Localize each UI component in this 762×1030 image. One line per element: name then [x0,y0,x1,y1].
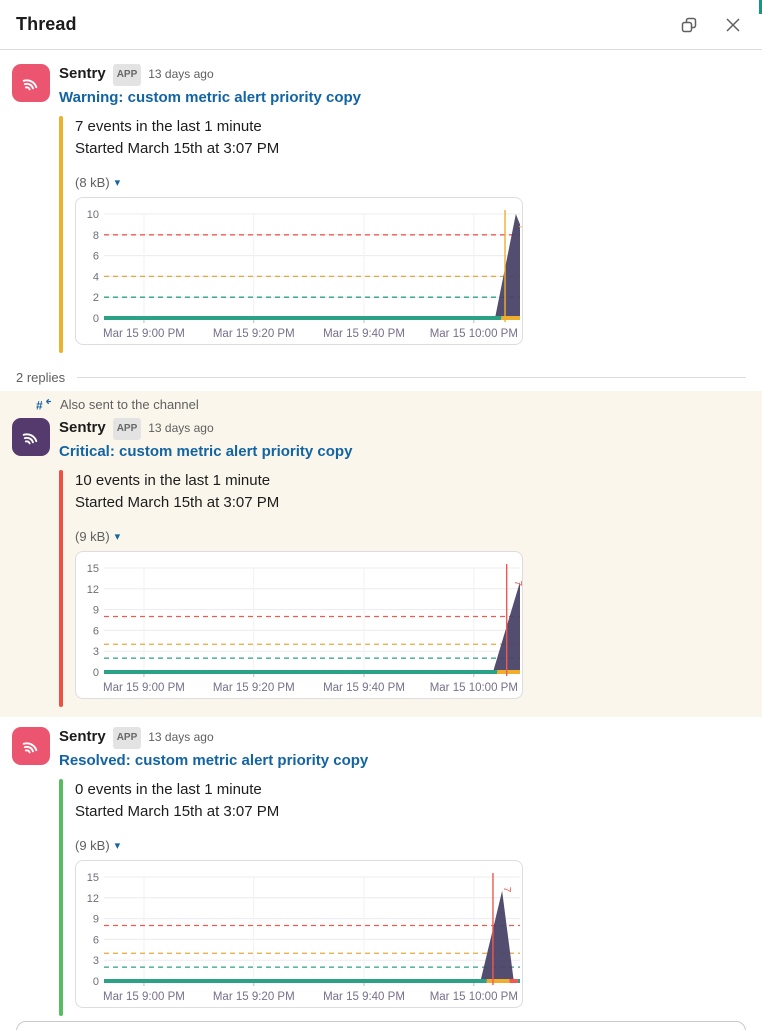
alert-start-time: Started March 15th at 3:07 PM [75,803,280,820]
message-timestamp[interactable]: 13 days ago [148,67,214,81]
svg-text:15: 15 [87,563,99,575]
message-warning: Sentry APP 13 days ago Warning: custom m… [0,50,762,363]
app-badge: APP [112,418,142,440]
svg-text:Mar 15 9:40 PM: Mar 15 9:40 PM [323,682,405,694]
alert-title-link[interactable]: Warning: custom metric alert priority co… [59,89,361,106]
attachment-accent-bar [59,116,63,353]
alert-attachment: 7 events in the last 1 minute Started Ma… [59,116,746,353]
replies-count-label: 2 replies [16,369,66,385]
svg-text:6: 6 [93,251,99,263]
file-size-toggle[interactable]: (8 kB) ▾ [75,174,746,192]
sentry-avatar[interactable] [12,64,50,102]
chevron-down-icon: ▾ [114,840,121,852]
svg-text:9: 9 [93,914,99,926]
panel-title: Thread [16,14,77,34]
alert-chart-image[interactable]: 0 3 6 9 12 15 Mar 15 9:00 PM Mar 15 9:20 PM Mar … [75,551,523,699]
message-timestamp[interactable]: 13 days ago [148,730,214,744]
svg-text:9: 9 [93,605,99,617]
message-resolved: Sentry APP 13 days ago Resolved: custom … [0,717,762,1016]
svg-text:2: 2 [93,292,99,304]
alert-start-time: Started March 15th at 3:07 PM [75,140,280,157]
thread-panel-header: Thread [0,0,762,50]
replies-divider: 2 replies [0,363,762,391]
svg-text:Mar 15 10:00 PM: Mar 15 10:00 PM [430,328,518,340]
svg-text:7: 7 [501,887,512,893]
svg-text:0: 0 [93,976,99,988]
divider-line [77,376,746,378]
svg-text:12: 12 [87,893,99,905]
chevron-down-icon: ▾ [114,177,121,189]
alert-chart-image[interactable]: 0 3 6 9 12 15 Mar 15 9:00 PM Mar 15 9:20 PM Mar … [75,860,523,1008]
svg-text:15: 15 [87,872,99,884]
alert-title-link[interactable]: Critical: custom metric alert priority c… [59,443,353,460]
highlighted-messages: # Also sent to the channel Sentry [0,391,762,717]
svg-text:6: 6 [93,625,99,637]
also-sent-row: # Also sent to the channel [0,391,762,415]
sentry-logo-icon [22,79,38,91]
svg-text:4: 4 [93,271,99,283]
file-size-toggle[interactable]: (9 kB) ▾ [75,528,746,546]
also-sent-label: Also sent to the channel [60,397,199,412]
svg-text:8: 8 [93,230,99,242]
svg-text:3: 3 [93,646,99,658]
svg-text:Mar 15 10:00 PM: Mar 15 10:00 PM [430,682,518,694]
file-size-toggle[interactable]: (9 kB) ▾ [75,837,746,855]
sender-name[interactable]: Sentry [59,728,106,745]
alert-event-count: 0 events in the last 1 minute [75,781,262,798]
svg-text:7: 7 [512,580,522,586]
sentry-logo-icon [22,433,38,445]
file-size-label: (9 kB) [75,838,110,853]
message-composer-input[interactable] [16,1021,746,1030]
message-critical: Sentry APP 13 days ago Critical: custom … [0,415,762,717]
channel-arrow-icon: # [36,398,51,412]
svg-text:Mar 15 10:00 PM: Mar 15 10:00 PM [430,991,518,1003]
svg-text:Mar 15 9:40 PM: Mar 15 9:40 PM [323,991,405,1003]
file-size-label: (9 kB) [75,529,110,544]
message-timestamp[interactable]: 13 days ago [148,421,214,435]
alert-event-count: 7 events in the last 1 minute [75,118,262,135]
svg-text:Mar 15 9:20 PM: Mar 15 9:20 PM [213,328,295,340]
svg-text:3: 3 [93,955,99,967]
attachment-accent-bar [59,470,63,707]
alert-event-count: 10 events in the last 1 minute [75,472,271,489]
alert-attachment: 0 events in the last 1 minute Started Ma… [59,779,746,1016]
sender-name[interactable]: Sentry [59,419,106,436]
svg-text:Mar 15 9:00 PM: Mar 15 9:00 PM [103,991,185,1003]
svg-text:Mar 15 9:20 PM: Mar 15 9:20 PM [213,682,295,694]
sentry-avatar[interactable] [12,727,50,765]
svg-text:12: 12 [87,584,99,596]
svg-text:Mar 15 9:20 PM: Mar 15 9:20 PM [213,991,295,1003]
svg-text:Mar 15 9:40 PM: Mar 15 9:40 PM [323,328,405,340]
alert-title-link[interactable]: Resolved: custom metric alert priority c… [59,752,369,769]
svg-text:0: 0 [93,667,99,679]
svg-text:10: 10 [87,209,99,221]
sentry-logo-icon [22,742,38,754]
file-size-label: (8 kB) [75,175,110,190]
svg-text:0: 0 [93,313,99,325]
sentry-avatar[interactable] [12,418,50,456]
thread-scroll-area: Sentry APP 13 days ago Warning: custom m… [0,50,762,1030]
app-badge: APP [112,64,142,86]
app-badge: APP [112,727,142,749]
scrollbar-thumb[interactable] [759,0,762,14]
alert-attachment: 10 events in the last 1 minute Started M… [59,470,746,707]
chevron-down-icon: ▾ [114,531,121,543]
svg-text:Mar 15 9:00 PM: Mar 15 9:00 PM [103,328,185,340]
close-icon[interactable] [720,12,746,38]
open-in-window-icon[interactable] [676,12,702,38]
alert-chart-image[interactable]: 0 2 4 6 8 10 Mar 15 9:00 PM Mar 15 9:20 PM Mar 1… [75,197,523,345]
sender-name[interactable]: Sentry [59,65,106,82]
alert-start-time: Started March 15th at 3:07 PM [75,494,280,511]
svg-text:#: # [36,398,43,412]
svg-text:7: 7 [516,224,522,230]
svg-text:6: 6 [93,934,99,946]
svg-text:Mar 15 9:00 PM: Mar 15 9:00 PM [103,682,185,694]
attachment-accent-bar [59,779,63,1016]
